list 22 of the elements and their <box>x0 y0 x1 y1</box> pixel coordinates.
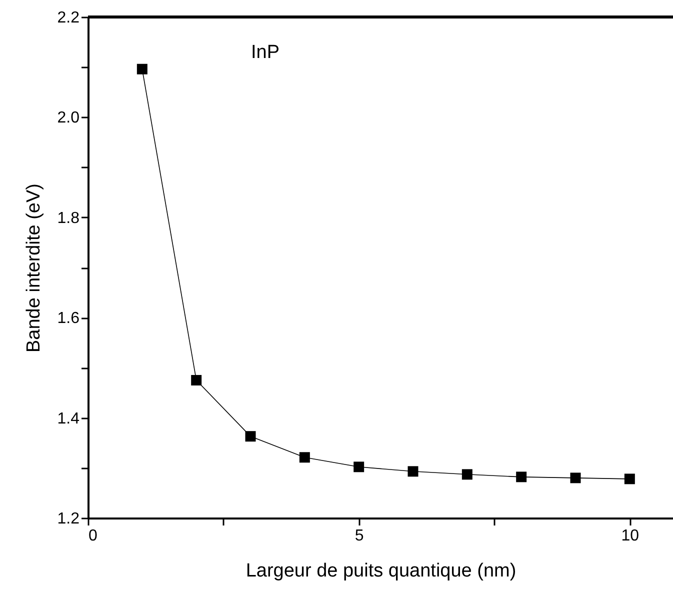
x-axis-title: Largeur de puits quantique (nm) <box>246 560 516 582</box>
y-tick-label: 1.6 <box>57 310 80 328</box>
point <box>408 466 418 477</box>
y-tick-label: 1.8 <box>57 210 80 227</box>
x-tick-label: 10 <box>621 528 640 544</box>
x-tick-label: 5 <box>354 528 364 544</box>
y-tick-label: 1.4 <box>57 410 80 428</box>
point <box>354 462 364 472</box>
point <box>462 469 472 480</box>
point <box>624 474 635 484</box>
point <box>191 374 202 386</box>
y-tick-label: 2.0 <box>57 110 80 127</box>
point <box>136 64 148 74</box>
y-tick-label: 2.2 <box>57 10 80 26</box>
annotation: InP <box>251 42 280 63</box>
point <box>570 472 581 484</box>
point <box>245 431 256 442</box>
point <box>516 472 527 482</box>
y-axis-title: Bande interdite (eV) <box>23 184 44 352</box>
point <box>299 452 310 463</box>
x-tick-label: 0 <box>88 528 98 544</box>
text: 1.2 <box>57 510 80 528</box>
